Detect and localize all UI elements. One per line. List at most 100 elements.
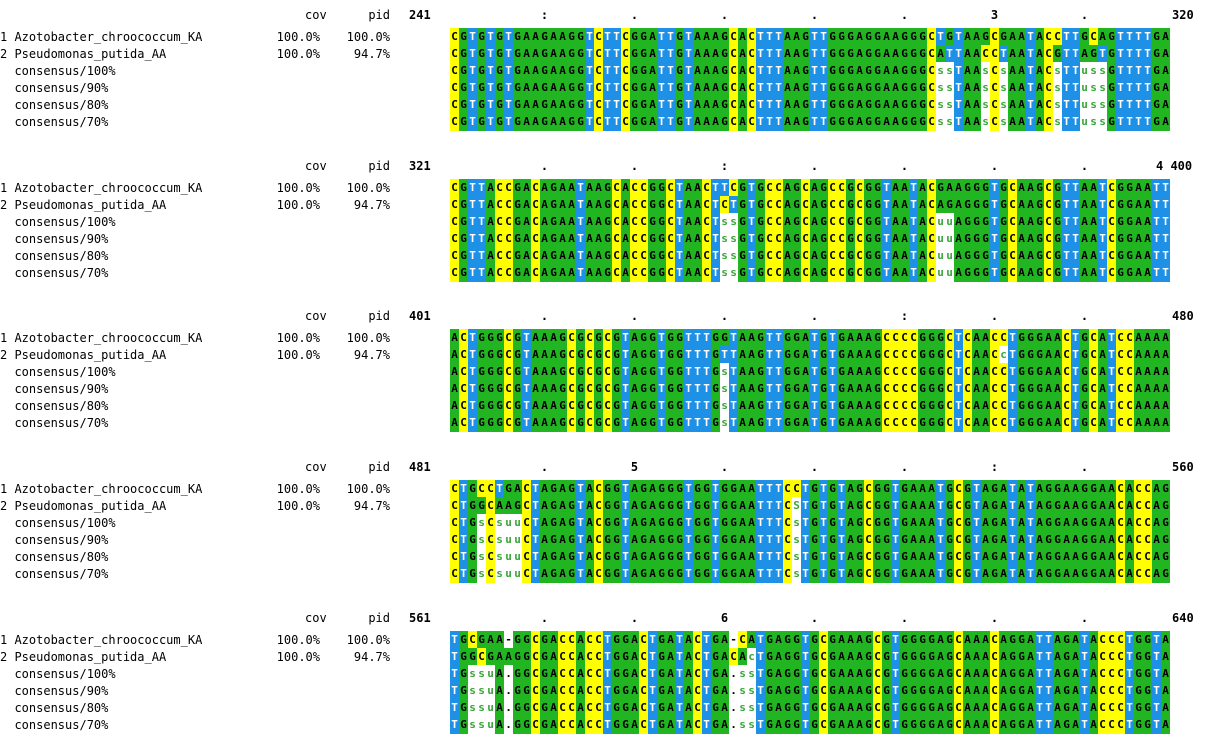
residue-cell: A — [846, 682, 855, 700]
residue-cell: T — [531, 514, 540, 532]
residue-cell: G — [720, 531, 729, 549]
residue-cell: A — [1017, 45, 1026, 63]
residue-cell: A — [522, 213, 531, 231]
residue-cell: G — [918, 397, 927, 415]
residue-cell: G — [720, 113, 729, 131]
residue-cell: G — [738, 230, 747, 248]
residue-cell: T — [621, 480, 630, 498]
residue-cell: A — [972, 682, 981, 700]
residue-cell: T — [1071, 414, 1080, 432]
residue-cell: A — [630, 565, 639, 583]
residue-cell: T — [1152, 682, 1161, 700]
residue-cell: G — [657, 531, 666, 549]
residue-cell: G — [1053, 497, 1062, 515]
residue-cell: G — [756, 363, 765, 381]
residue-cell: T — [1143, 62, 1152, 80]
residue-cell: T — [585, 45, 594, 63]
residue-cell: T — [1071, 62, 1080, 80]
residue-cell: C — [639, 264, 648, 282]
residue-cell: T — [621, 397, 630, 415]
residue-cell: G — [711, 699, 720, 717]
residue-cell: G — [963, 264, 972, 282]
residue-cell: C — [765, 247, 774, 265]
residue-cell: T — [909, 264, 918, 282]
ruler-tick: . — [900, 460, 909, 474]
residue-cell: A — [1071, 682, 1080, 700]
residue-cell: T — [477, 196, 486, 214]
residue-cell: T — [1161, 247, 1170, 265]
residue-cell: A — [558, 196, 567, 214]
residue-cell: A — [1026, 264, 1035, 282]
residue-cell: T — [1107, 397, 1116, 415]
residue-cell: A — [810, 213, 819, 231]
residue-cell: G — [945, 531, 954, 549]
residue-cell: G — [576, 45, 585, 63]
residue-cell: u — [1080, 62, 1089, 80]
residue-cell: T — [459, 565, 468, 583]
residue-cell: A — [846, 514, 855, 532]
residue-cell: G — [495, 414, 504, 432]
sequence-coverage: 100.0% — [276, 47, 320, 61]
residue-cell: G — [549, 480, 558, 498]
residue-cell: G — [1035, 397, 1044, 415]
residue-cell: C — [567, 631, 576, 649]
residue-cell: A — [684, 682, 693, 700]
residue-cell: G — [522, 716, 531, 734]
residue-cell: A — [1053, 397, 1062, 415]
residue-cell: s — [936, 113, 945, 131]
residue-cell: G — [549, 230, 558, 248]
residue-cell: A — [693, 196, 702, 214]
residue-cell: C — [1107, 682, 1116, 700]
residue-cell: s — [747, 665, 756, 683]
residue-cell: A — [1017, 62, 1026, 80]
residue-cell: G — [1017, 346, 1026, 364]
residue-cell: C — [837, 264, 846, 282]
residue-cell: G — [1053, 514, 1062, 532]
residue-cell: A — [1089, 665, 1098, 683]
residue-cell: T — [891, 648, 900, 666]
residue-cell: G — [945, 514, 954, 532]
residue-cell: A — [1089, 648, 1098, 666]
residue-cell: G — [486, 397, 495, 415]
residue-cell: G — [576, 363, 585, 381]
residue-cell: G — [657, 264, 666, 282]
residue-cell: A — [981, 397, 990, 415]
residue-cell: G — [729, 565, 738, 583]
residue-cell: A — [486, 213, 495, 231]
residue-cell: T — [711, 514, 720, 532]
consensus-name: consensus/100% — [0, 365, 116, 379]
residue-cell: A — [882, 28, 891, 46]
residue-cell: A — [540, 414, 549, 432]
residue-cell: u — [936, 264, 945, 282]
residue-cell: T — [657, 414, 666, 432]
residue-cell: . — [504, 665, 513, 683]
residue-cell: A — [540, 565, 549, 583]
residue-cell: A — [855, 414, 864, 432]
residue-cell: C — [567, 682, 576, 700]
residue-cell: A — [1098, 397, 1107, 415]
residue-cell: A — [747, 380, 756, 398]
residue-cell: C — [1143, 480, 1152, 498]
residue-cell: C — [990, 414, 999, 432]
residue-cell: A — [1017, 247, 1026, 265]
residue-cell: T — [684, 346, 693, 364]
residue-cell: C — [990, 96, 999, 114]
residue-cell: C — [567, 397, 576, 415]
residue-cell: u — [486, 716, 495, 734]
residue-cell: T — [675, 213, 684, 231]
residue-cell: G — [657, 648, 666, 666]
residue-cell: T — [504, 45, 513, 63]
residue-cell: G — [522, 631, 531, 649]
residue-cell: C — [747, 28, 756, 46]
residue-cell: G — [603, 264, 612, 282]
residue-cell: G — [576, 79, 585, 97]
residue-cell: A — [846, 329, 855, 347]
residue-cell: G — [711, 648, 720, 666]
residue-cell: G — [666, 329, 675, 347]
residue-cell: T — [504, 113, 513, 131]
residue-cell: A — [783, 196, 792, 214]
residue-cell: C — [450, 62, 459, 80]
